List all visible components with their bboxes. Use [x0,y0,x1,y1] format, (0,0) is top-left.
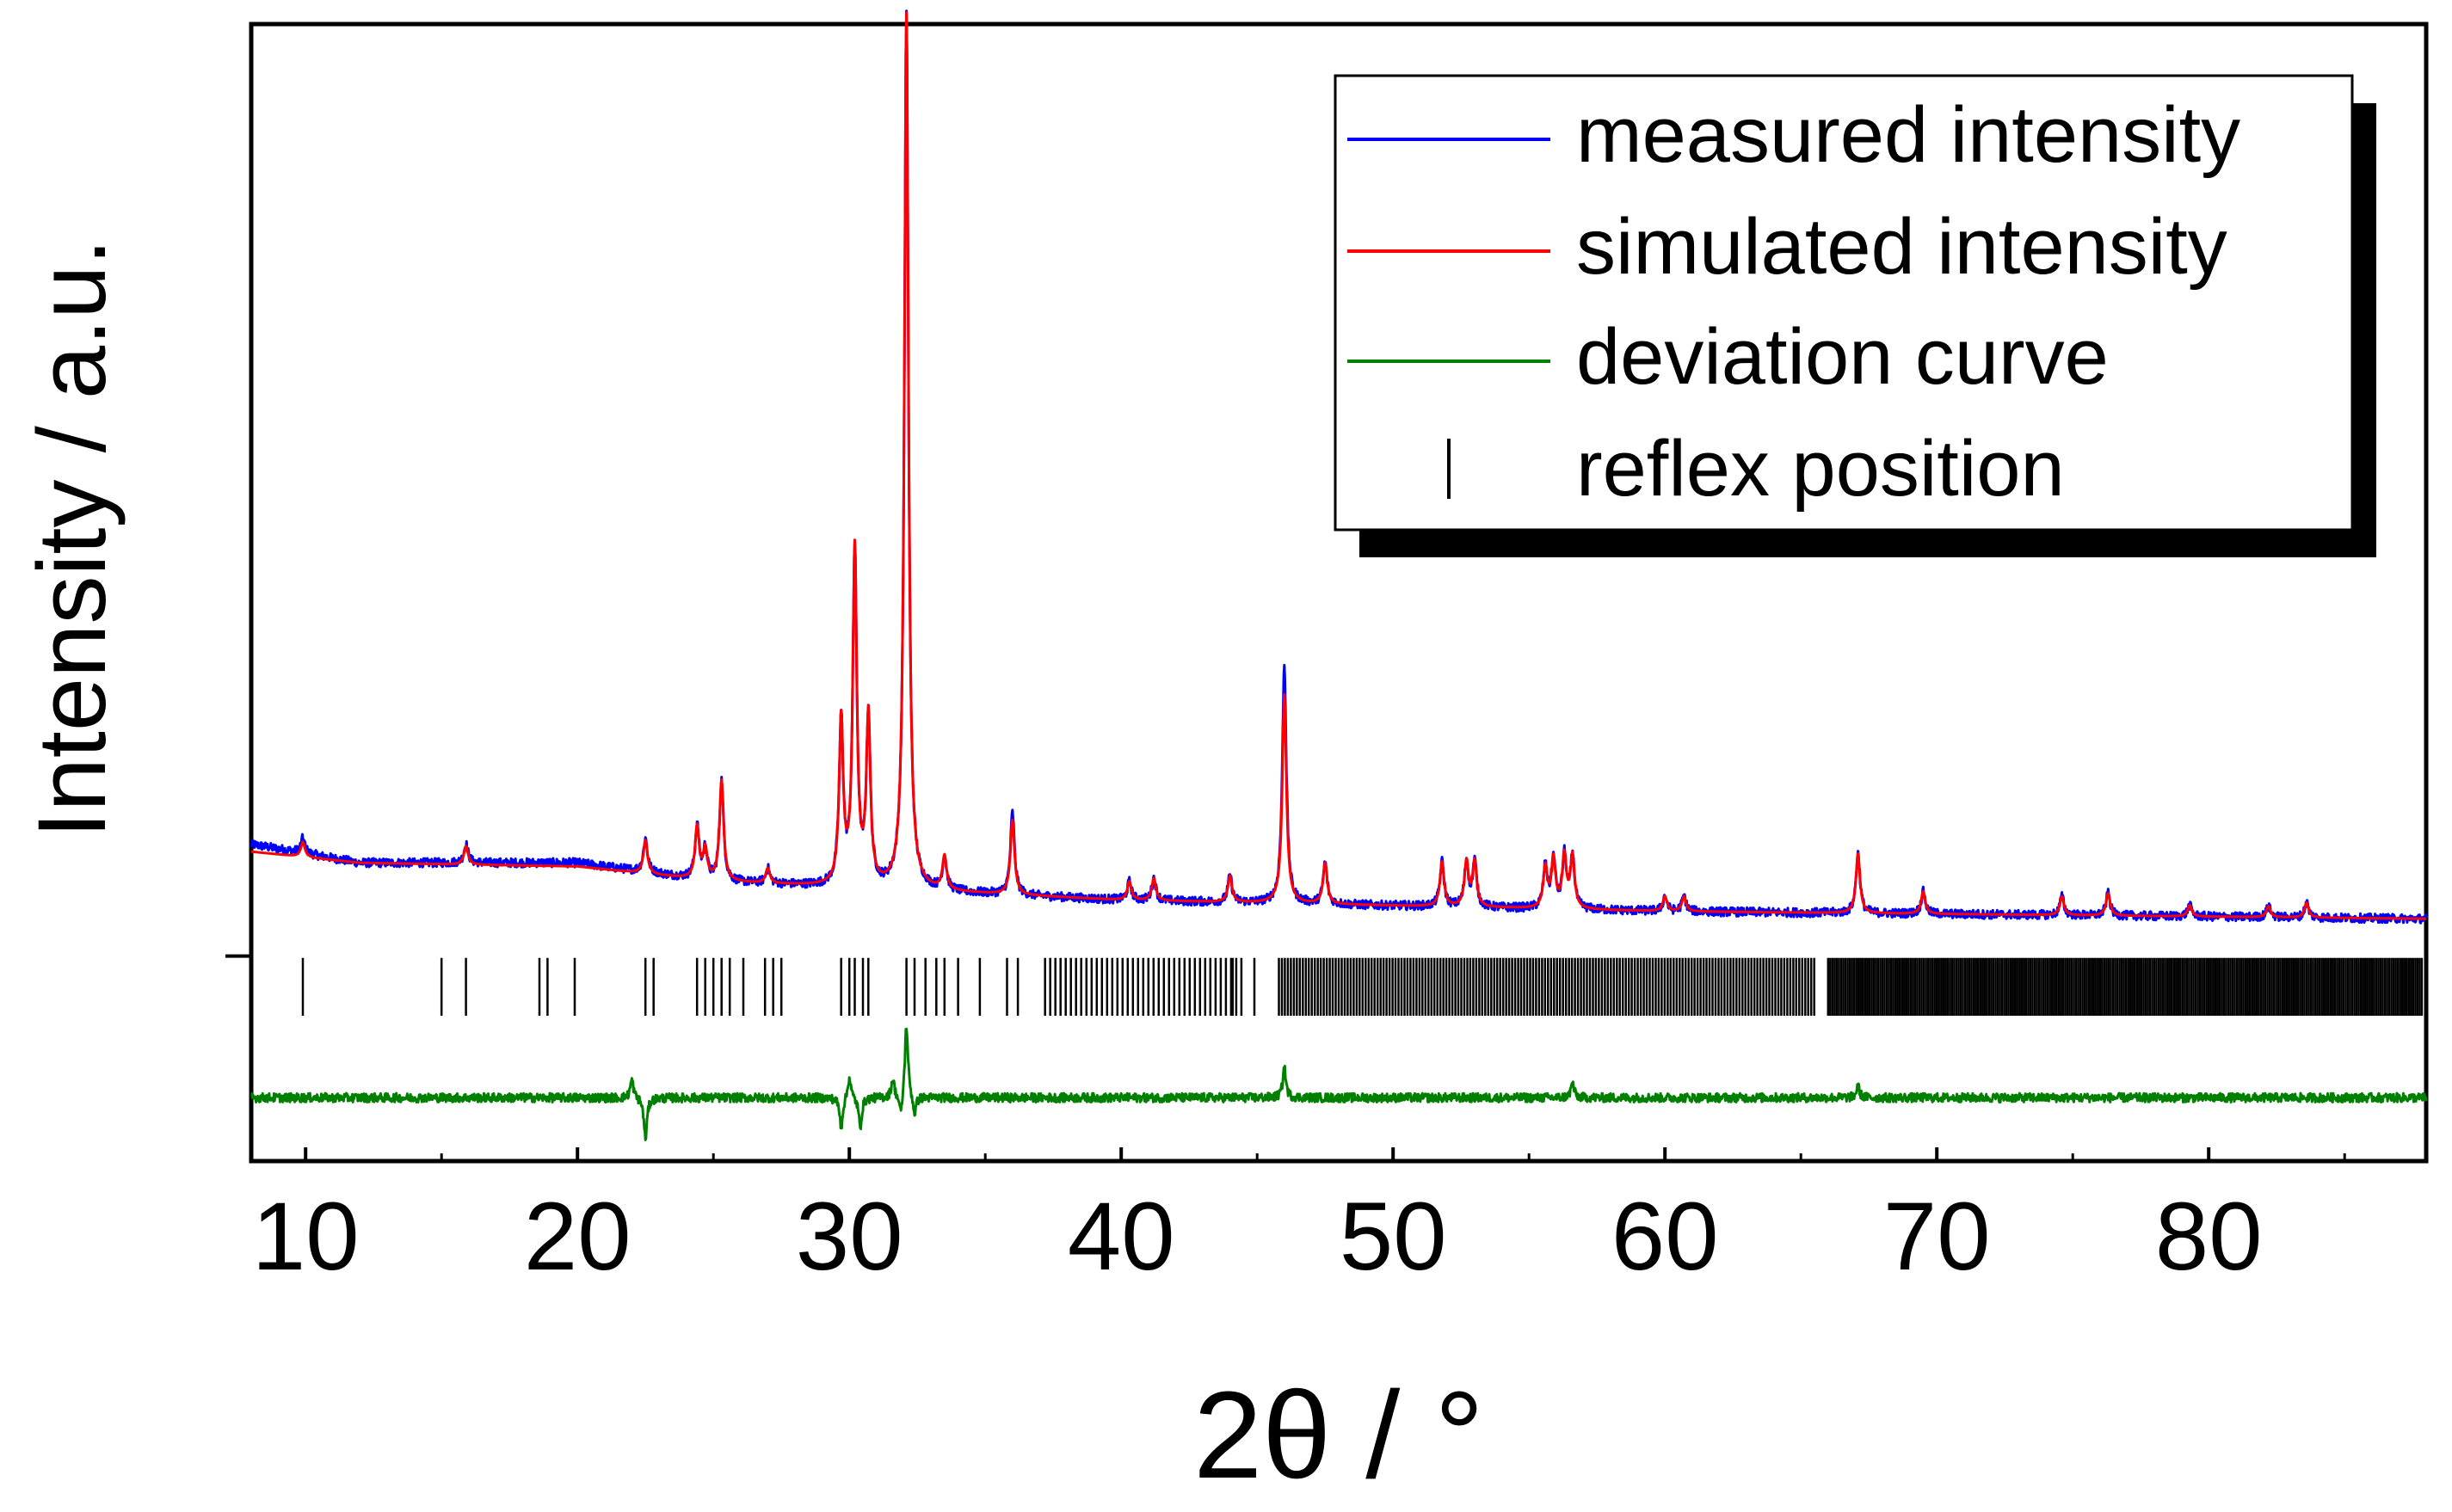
x-tick-label: 70 [1883,1183,1991,1290]
x-tick-label: 30 [796,1183,903,1290]
legend-simulated-label: simulated intensity [1576,203,2227,291]
series-simulated-intensity [250,10,2427,920]
axes: 10 20 30 40 50 60 70 80 [225,954,2346,1290]
data-series [250,9,2428,1141]
x-tick-label: 10 [252,1183,360,1290]
x-tick-label: 80 [2155,1183,2263,1290]
x-tick-label: 60 [1611,1183,1719,1290]
legend: measured intensity simulated intensity d… [1334,74,2376,557]
x-axis-label: 2θ / ° [1193,1366,1484,1504]
y-axis-label: Intensity / a.u. [18,238,126,838]
legend-measured-label: measured intensity [1576,91,2240,179]
plot-frame [249,22,2429,1164]
legend-box [1334,74,2354,532]
legend-deviation-label: deviation curve [1576,313,2109,401]
x-tick-label: 50 [1340,1183,1447,1290]
x-tick-label: 20 [524,1183,631,1290]
x-tick-label: 40 [1068,1183,1175,1290]
series-deviation-curve [250,1027,2428,1141]
reflex-position-ticks [301,957,2424,1016]
legend-reflex-label: reflex position [1576,425,2065,513]
